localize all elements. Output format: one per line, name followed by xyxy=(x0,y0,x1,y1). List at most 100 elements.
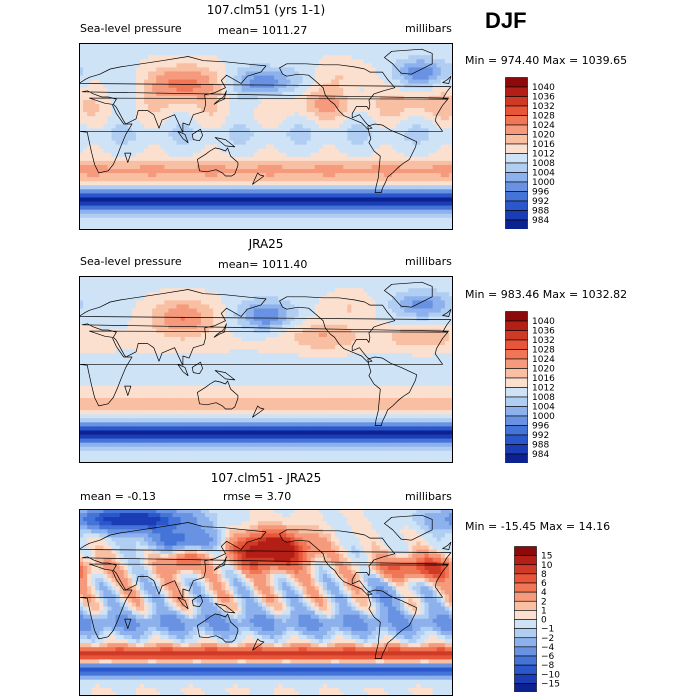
heatmap-cell xyxy=(123,156,129,162)
heatmap-cell xyxy=(156,67,161,73)
heatmap-cell xyxy=(432,128,438,134)
heatmap-cell xyxy=(213,169,218,174)
heatmap-cell xyxy=(310,189,316,195)
heatmap-cell xyxy=(359,217,365,223)
heatmap-cell xyxy=(383,221,389,227)
heatmap-cell xyxy=(351,55,357,60)
heatmap-cell xyxy=(115,128,121,134)
heatmap-cell xyxy=(326,292,332,297)
heatmap-cell xyxy=(440,160,446,166)
heatmap-cell xyxy=(274,67,279,73)
heatmap-cell xyxy=(383,144,389,150)
heatmap-cell xyxy=(87,99,92,105)
heatmap-cell xyxy=(440,63,446,68)
heatmap-cell xyxy=(148,99,153,105)
heatmap-cell xyxy=(176,304,182,310)
heatmap-cell xyxy=(294,71,300,77)
heatmap-cell xyxy=(359,55,365,60)
heatmap-cell xyxy=(261,284,267,289)
heatmap-cell xyxy=(306,103,312,109)
heatmap-cell xyxy=(144,116,149,121)
heatmap-cell xyxy=(339,280,344,285)
heatmap-cell xyxy=(359,160,365,166)
heatmap-cell xyxy=(436,185,442,190)
heatmap-cell xyxy=(205,67,210,73)
heatmap-cell xyxy=(245,164,251,170)
heatmap-cell xyxy=(375,164,381,170)
heatmap-cell xyxy=(404,63,409,68)
heatmap-cell xyxy=(359,140,365,146)
heatmap-cell xyxy=(87,55,92,60)
heatmap-cell xyxy=(270,132,275,138)
heatmap-cell xyxy=(261,288,267,293)
heatmap-cell xyxy=(213,47,218,52)
units-label: millibars xyxy=(405,255,452,268)
heatmap-cell xyxy=(270,300,275,306)
heatmap-cell xyxy=(249,284,255,289)
heatmap-cell xyxy=(375,144,381,150)
heatmap-cell xyxy=(306,280,312,285)
heatmap-cell xyxy=(302,116,308,121)
heatmap-cell xyxy=(294,300,300,306)
heatmap-cell xyxy=(176,83,182,89)
heatmap-cell xyxy=(164,79,170,85)
heatmap-cell xyxy=(168,217,174,223)
heatmap-cell xyxy=(290,189,296,195)
heatmap-cell xyxy=(339,71,344,77)
heatmap-cell xyxy=(164,71,170,77)
heatmap-cell xyxy=(278,99,283,105)
heatmap-cell xyxy=(261,213,267,219)
heatmap-cell xyxy=(196,292,202,297)
heatmap-cell xyxy=(103,304,109,310)
heatmap-cell xyxy=(156,276,161,281)
heatmap-cell xyxy=(302,296,308,301)
heatmap-cell xyxy=(241,148,247,154)
heatmap-cell xyxy=(152,148,157,154)
heatmap-cell xyxy=(123,112,129,117)
heatmap-cell xyxy=(396,221,401,227)
heatmap-cell xyxy=(282,177,287,182)
heatmap-cell xyxy=(408,189,413,195)
heatmap-cell xyxy=(298,71,304,77)
heatmap-cell xyxy=(213,136,218,142)
heatmap-cell xyxy=(115,83,121,89)
heatmap-cell xyxy=(448,116,453,121)
heatmap-cell xyxy=(355,152,361,158)
heatmap-cell xyxy=(306,116,312,121)
heatmap-cell xyxy=(396,91,401,97)
heatmap-cell xyxy=(156,296,161,301)
heatmap-cell xyxy=(253,193,259,199)
heatmap-cell xyxy=(168,112,174,117)
heatmap-cell xyxy=(209,59,214,64)
heatmap-cell xyxy=(119,79,125,85)
coastline xyxy=(214,137,236,148)
heatmap-cell xyxy=(205,83,210,89)
heatmap-cell xyxy=(290,185,296,190)
heatmap-cell xyxy=(99,181,104,186)
heatmap-cell xyxy=(257,225,263,230)
heatmap-cell xyxy=(416,128,422,134)
heatmap-cell xyxy=(420,55,426,60)
heatmap-cell xyxy=(127,120,133,125)
heatmap-cell xyxy=(416,181,422,186)
heatmap-cell xyxy=(107,108,113,113)
heatmap-cell xyxy=(367,152,373,158)
heatmap-cell xyxy=(387,95,393,101)
heatmap-cell xyxy=(367,201,373,207)
heatmap-cell xyxy=(322,197,328,203)
heatmap-cell xyxy=(148,59,153,64)
heatmap-cell xyxy=(217,164,222,170)
heatmap-cell xyxy=(160,91,165,97)
coastline xyxy=(384,48,433,75)
heatmap-cell xyxy=(172,152,178,158)
heatmap-cell xyxy=(396,181,401,186)
heatmap-cell xyxy=(87,47,92,52)
heatmap-cell xyxy=(245,132,251,138)
heatmap-cell xyxy=(379,136,385,142)
heatmap-cell xyxy=(156,189,161,195)
heatmap-cell xyxy=(331,79,336,85)
heatmap-cell xyxy=(209,221,214,227)
heatmap-cell xyxy=(200,181,206,186)
heatmap-cell xyxy=(363,55,369,60)
heatmap-cell xyxy=(424,189,430,195)
